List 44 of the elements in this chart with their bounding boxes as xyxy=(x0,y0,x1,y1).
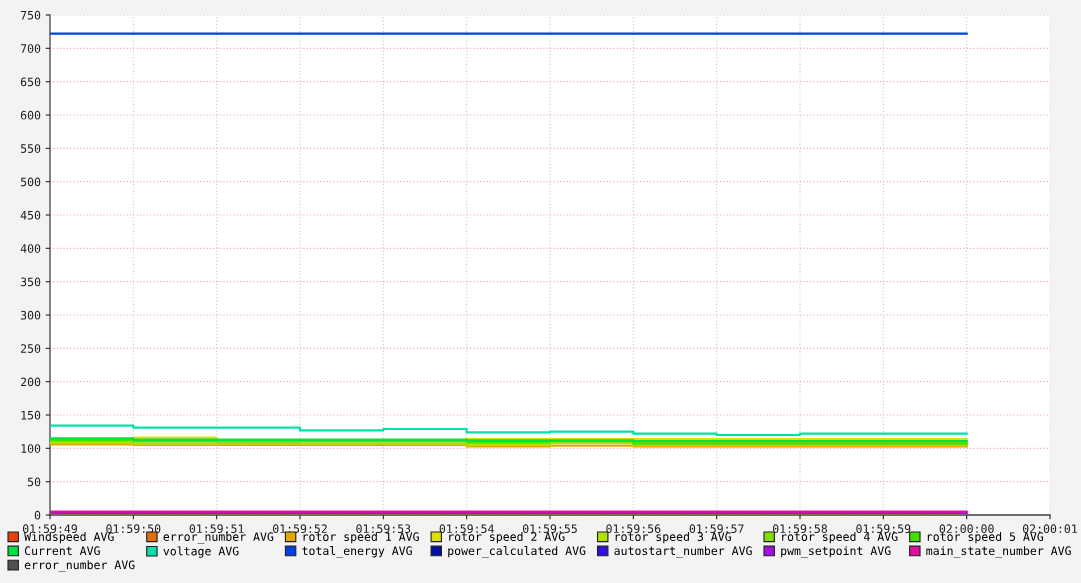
legend-label: rotor speed 2 AVG xyxy=(449,532,565,544)
legend-label: autostart_number AVG xyxy=(614,546,752,558)
x-tick-label: 01:59:49 xyxy=(22,524,77,534)
x-tick-label: 01:59:59 xyxy=(856,524,911,534)
y-tick-label: 450 xyxy=(20,210,41,220)
x-tick-label: 02:00:00 xyxy=(939,524,994,534)
y-tick-label: 750 xyxy=(20,10,41,20)
y-tick-label: 200 xyxy=(21,377,41,387)
x-tick-label: 01:59:52 xyxy=(272,524,327,534)
y-tick-label: 500 xyxy=(20,177,41,187)
x-tick-label: 01:59:53 xyxy=(356,524,411,534)
y-tick-label: 600 xyxy=(20,110,41,120)
y-tick-label: 300 xyxy=(20,310,41,320)
legend-label: voltage AVG xyxy=(163,546,239,558)
legend-label: rotor speed 4 AVG xyxy=(782,532,898,544)
y-tick-label: 50 xyxy=(27,477,41,487)
legend-label: main_state_number AVG xyxy=(926,546,1071,558)
x-tick-label: 01:59:55 xyxy=(522,524,577,534)
x-tick-label: 01:59:50 xyxy=(106,524,161,534)
y-tick-label: 250 xyxy=(21,344,41,353)
legend-label: Current AVG xyxy=(24,546,100,556)
x-tick-label: 01:59:58 xyxy=(772,524,828,534)
x-tick-label: 02:00:01 xyxy=(1022,524,1077,534)
legend-label: error_number AVG xyxy=(163,532,274,544)
y-tick-label: 150 xyxy=(21,410,41,420)
legend-label: Windspeed AVG xyxy=(24,532,114,544)
y-tick-label: 0 xyxy=(34,510,41,520)
x-tick-label: 01:59:54 xyxy=(439,524,494,534)
y-tick-label: 550 xyxy=(20,144,41,153)
x-tick-label: 01:59:57 xyxy=(689,524,744,534)
y-tick-label: 350 xyxy=(20,277,41,287)
y-tick-label: 700 xyxy=(20,44,41,53)
x-tick-label: 01:59:51 xyxy=(189,524,244,534)
x-tick-label: 01:59:56 xyxy=(606,524,661,534)
legend-label: error_number AVG xyxy=(24,560,135,572)
y-tick-label: 100 xyxy=(21,444,41,453)
legend-label: rotor speed 3 AVG xyxy=(615,532,731,544)
legend-label: rotor speed 1 AVG xyxy=(303,532,419,544)
legend-label: total_energy AVG xyxy=(302,546,412,558)
y-tick-label: 400 xyxy=(20,244,41,253)
legend-label: power_calculated AVG xyxy=(448,546,586,558)
legend-label: pwm_setpoint AVG xyxy=(781,546,891,558)
legend-label: rotor speed 5 AVG xyxy=(927,532,1044,544)
y-tick-label: 650 xyxy=(20,77,41,87)
